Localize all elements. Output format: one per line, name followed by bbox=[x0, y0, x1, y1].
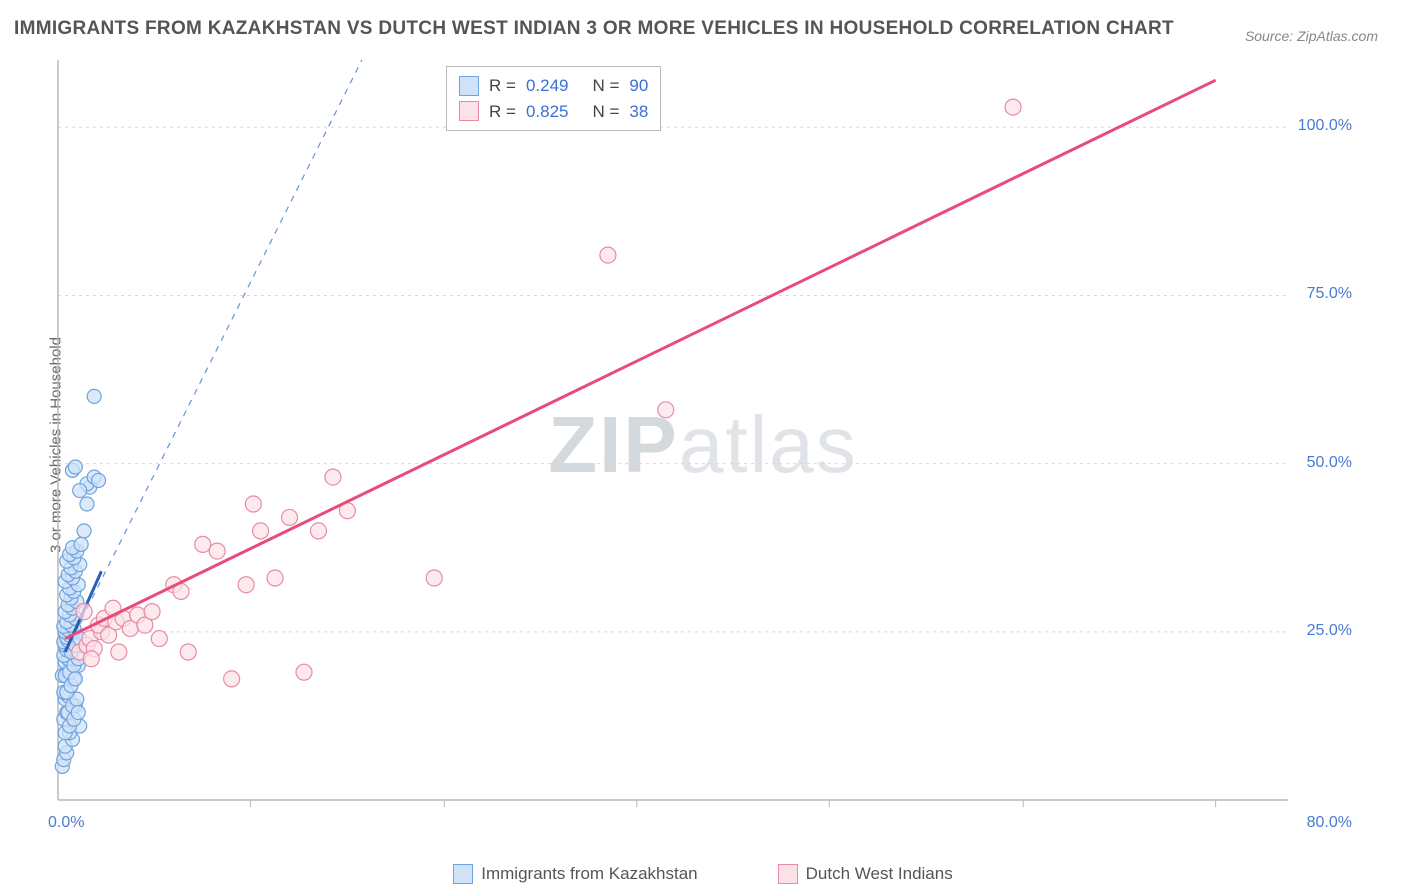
legend-swatch-pink bbox=[459, 101, 479, 121]
legend-row-pink: R = 0.825 N = 38 bbox=[459, 99, 648, 125]
legend-swatch-blue bbox=[459, 76, 479, 96]
bottom-legend-blue: Immigrants from Kazakhstan bbox=[453, 864, 697, 884]
legend-n-value-pink: 38 bbox=[629, 99, 648, 125]
y-tick-label: 100.0% bbox=[1298, 117, 1352, 135]
chart-title: IMMIGRANTS FROM KAZAKHSTAN VS DUTCH WEST… bbox=[14, 18, 1174, 40]
plot-area: 3 or more Vehicles in Household ZIPatlas… bbox=[48, 60, 1358, 830]
legend-box: R = 0.249 N = 90 R = 0.825 N = 38 bbox=[446, 66, 661, 131]
bottom-legend-pink: Dutch West Indians bbox=[778, 864, 953, 884]
legend-r-value-pink: 0.825 bbox=[526, 99, 569, 125]
source-attribution: Source: ZipAtlas.com bbox=[1245, 28, 1378, 44]
legend-n-value-blue: 90 bbox=[629, 73, 648, 99]
y-tick-label: 75.0% bbox=[1307, 285, 1352, 303]
y-tick-label: 25.0% bbox=[1307, 622, 1352, 640]
x-tick-label: 0.0% bbox=[48, 814, 84, 832]
legend-r-label: R = bbox=[489, 99, 516, 125]
legend-n-label: N = bbox=[592, 99, 619, 125]
legend-r-value-blue: 0.249 bbox=[526, 73, 569, 99]
bottom-label-pink: Dutch West Indians bbox=[806, 864, 953, 884]
x-tick-label: 80.0% bbox=[1307, 814, 1352, 832]
legend-r-label: R = bbox=[489, 73, 516, 99]
bottom-label-blue: Immigrants from Kazakhstan bbox=[481, 864, 697, 884]
bottom-swatch-pink bbox=[778, 864, 798, 884]
bottom-swatch-blue bbox=[453, 864, 473, 884]
legend-row-blue: R = 0.249 N = 90 bbox=[459, 73, 648, 99]
bottom-legend: Immigrants from Kazakhstan Dutch West In… bbox=[0, 864, 1406, 884]
chart-svg bbox=[48, 60, 1358, 830]
y-tick-label: 50.0% bbox=[1307, 454, 1352, 472]
legend-n-label: N = bbox=[592, 73, 619, 99]
